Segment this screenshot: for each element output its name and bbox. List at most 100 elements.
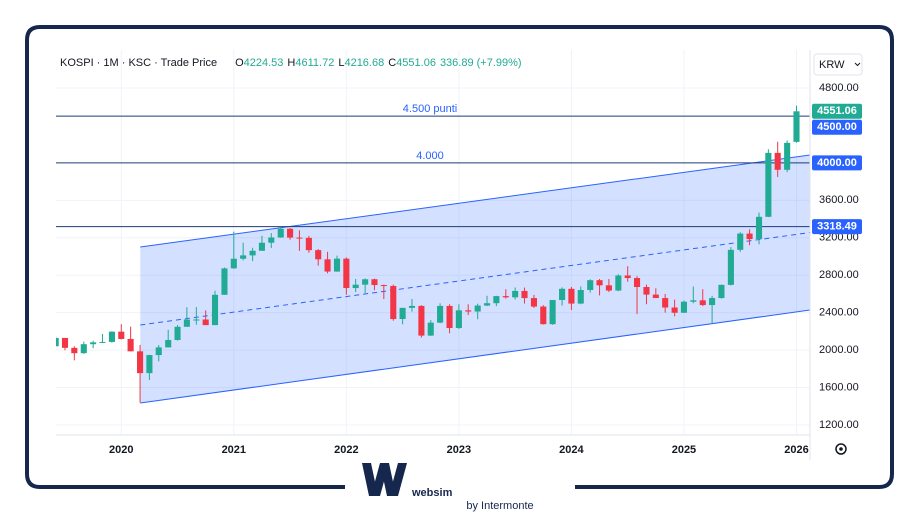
price-badge-label: 3318.49 [817,221,857,233]
price-badge [812,219,862,235]
candle-body [221,268,228,295]
candle-body [774,152,781,170]
candle-body [249,250,256,256]
price-badge [812,155,862,171]
candle-body [287,228,294,238]
candle-body [230,258,237,269]
ohlc-key: O [235,57,244,69]
candle-body [737,233,744,250]
tagline: by Intermonte [466,500,533,512]
candle-body [465,310,472,312]
candle-body [530,298,537,307]
ohlc-key: C [388,57,396,69]
legend-header: KOSPI · 1M · KSC · Trade Price O4224.53 H4… [60,57,522,69]
settings-icon-center[interactable] [839,447,843,451]
candle-body [118,331,125,339]
candle-body [333,258,341,272]
candle-body [371,279,378,286]
x-tick-label: 2024 [559,444,584,456]
candle-body [268,237,275,243]
candle-body [512,290,519,298]
candle-body [277,228,284,238]
ohlc-value: 4611.72 [295,57,334,69]
candle-body [596,280,603,286]
y-tick-label: 1200.00 [819,419,859,431]
change: 336.89 (+7.99%) [440,57,522,69]
settings-icon[interactable] [835,443,847,455]
price-badge [812,103,862,119]
candle-body [633,278,641,288]
symbol-title: KOSPI · 1M · KSC · Trade Price [60,57,217,69]
candle-body [240,255,247,259]
frame [25,25,894,489]
horizontal-line-label: 4.000 [416,150,444,162]
candle-body [193,319,200,321]
candle-body [671,307,678,313]
channel-fill [140,155,810,403]
currency-label[interactable]: KRW [819,59,845,71]
plot-area: 4.500 punti 4.000 [56,103,810,404]
candle-body [755,216,763,240]
ohlc-key: H [287,57,295,69]
horizontal-line-label: 4.500 punti [403,103,457,115]
candle-body [549,300,556,325]
price-badge-label: 4551.06 [817,105,857,117]
y-tick-label: 2000.00 [819,344,859,356]
y-tick-label: 2800.00 [819,269,859,281]
candle-body [680,301,688,313]
ohlc-value: 4216.68 [344,57,384,69]
candle-body [108,331,115,342]
candle-body [718,284,725,299]
x-tick-label: 2026 [784,444,808,456]
price-badge-label: 4500.00 [817,121,857,133]
candle-body [155,347,162,356]
candle-body [624,275,631,279]
candle-body [137,351,144,374]
y-tick-label: 4800.00 [819,82,859,94]
brand: websim [411,487,453,499]
x-tick-label: 2022 [334,444,358,456]
candle-body [643,287,650,295]
channel-upper [140,154,810,248]
ohlc-value: 4551.06 [396,57,436,69]
logo-icon [362,463,407,496]
candle-body [662,298,669,308]
candle-body [202,319,209,326]
ohlc-key: L [338,57,344,69]
candle-body [418,305,425,336]
y-tick-label: 1600.00 [819,381,859,393]
candle-body [183,319,190,327]
y-tick-label: 3200.00 [819,232,859,244]
ohlc-value: 4224.53 [244,57,284,69]
x-tick-label: 2025 [672,444,696,456]
candle-body [746,233,753,240]
candle-body [380,285,387,287]
channel-lower [140,309,810,404]
y-tick-label: 3600.00 [819,194,859,206]
y-tick-label: 2400.00 [819,307,859,319]
candle-body [652,294,659,299]
currency-selector[interactable] [813,53,863,76]
candle-body [352,284,359,289]
chevron-icon[interactable] [854,62,861,67]
x-tick-label: 2023 [447,444,471,456]
candle-body [474,305,481,312]
candle-body [587,280,594,291]
candle-body [521,290,528,299]
candle-body [540,306,547,325]
channel-median [140,232,810,326]
candle-body [577,290,584,304]
candle-body [502,296,509,298]
candle-body [765,152,772,217]
candle-body [727,249,734,285]
candle-body [559,288,566,301]
candle-body [493,296,500,304]
candle-body [343,258,350,289]
candle-body [690,300,697,302]
candle-body [211,294,219,326]
x-tick-label: 2021 [222,444,246,456]
candle-body [324,259,331,272]
candle-body [793,111,800,142]
